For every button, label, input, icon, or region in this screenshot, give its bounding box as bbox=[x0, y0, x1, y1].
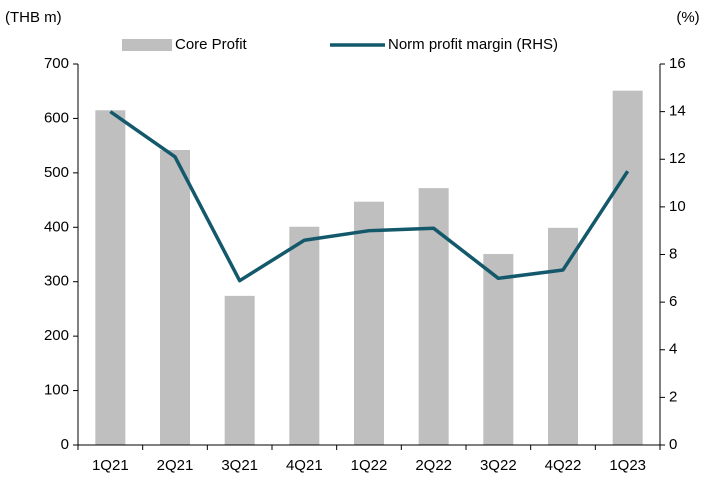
y2-tick-label: 4 bbox=[669, 341, 677, 358]
y-tick-label: 0 bbox=[61, 436, 69, 453]
bar bbox=[224, 295, 255, 445]
legend-label: Norm profit margin (RHS) bbox=[388, 36, 558, 53]
y-tick-label: 300 bbox=[44, 273, 69, 290]
y2-tick-label: 8 bbox=[669, 245, 677, 262]
y2-tick-label: 6 bbox=[669, 293, 677, 310]
bar bbox=[483, 253, 514, 445]
y2-tick-label: 2 bbox=[669, 388, 677, 405]
bar bbox=[418, 188, 449, 445]
bar bbox=[95, 110, 126, 445]
y2-tick-label: 12 bbox=[669, 150, 686, 167]
y-tick-label: 500 bbox=[44, 164, 69, 181]
x-tick-label: 3Q22 bbox=[480, 457, 517, 474]
x-tick-label: 4Q21 bbox=[286, 457, 323, 474]
bar bbox=[289, 226, 320, 445]
y2-tick-label: 14 bbox=[669, 103, 686, 120]
y2-tick-label: 10 bbox=[669, 198, 686, 215]
y-tick-label: 600 bbox=[44, 109, 69, 126]
x-tick-label: 2Q22 bbox=[415, 457, 452, 474]
y2-tick-label: 16 bbox=[669, 55, 686, 72]
legend-label: Core Profit bbox=[175, 36, 248, 53]
y-axis-label: (THB m) bbox=[5, 9, 62, 26]
x-tick-label: 1Q22 bbox=[351, 457, 388, 474]
bar bbox=[612, 90, 643, 446]
y2-tick-label: 0 bbox=[669, 436, 677, 453]
y-tick-label: 400 bbox=[44, 218, 69, 235]
x-tick-label: 2Q21 bbox=[157, 457, 194, 474]
legend-swatch bbox=[122, 39, 172, 51]
y-tick-label: 100 bbox=[44, 382, 69, 399]
y2-axis-label: (%) bbox=[676, 9, 699, 26]
x-tick-label: 1Q21 bbox=[92, 457, 129, 474]
y-tick-label: 700 bbox=[44, 55, 69, 72]
bar bbox=[548, 227, 578, 445]
line bbox=[109, 110, 630, 283]
x-tick-label: 4Q22 bbox=[545, 457, 582, 474]
x-tick-label: 1Q23 bbox=[609, 457, 646, 474]
bar bbox=[160, 149, 190, 446]
x-tick-label: 3Q21 bbox=[221, 457, 258, 474]
y-tick-label: 200 bbox=[44, 327, 69, 344]
bar bbox=[354, 201, 384, 445]
